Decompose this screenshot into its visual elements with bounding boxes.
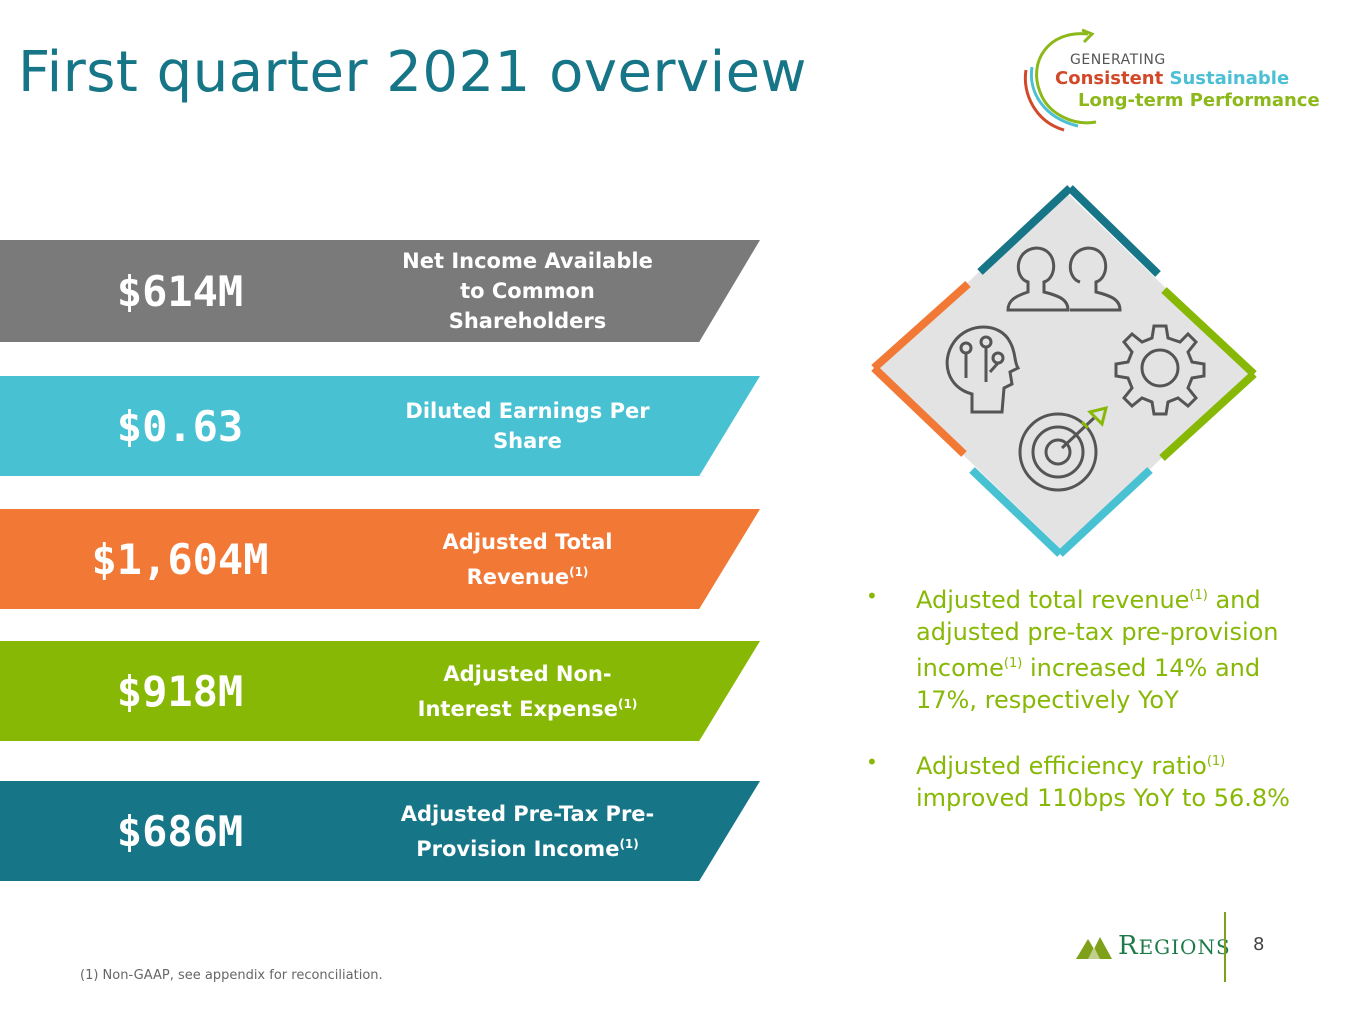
tagline-sustainable: Sustainable bbox=[1169, 68, 1290, 89]
metric-band-total-revenue: $1,604M Adjusted Total Revenue(1) bbox=[0, 509, 760, 609]
diamond-edge-teal bbox=[977, 185, 1073, 275]
tagline-long-term: Long-term Performance bbox=[1078, 90, 1320, 111]
metric-label-line-2: Revenue bbox=[466, 564, 570, 589]
diamond-background bbox=[876, 190, 1252, 552]
list-item: • Adjusted total revenue(1) and adjusted… bbox=[866, 580, 1306, 716]
diamond-edge-orange-2 bbox=[871, 365, 967, 457]
diamond-edge-green bbox=[1161, 287, 1257, 377]
metric-value: $918M bbox=[116, 666, 244, 716]
metric-label-line-2: Interest Expense bbox=[417, 696, 619, 721]
bullet-text: and adjusted pre-tax pre-provision incom… bbox=[916, 586, 1279, 682]
logo-divider bbox=[1224, 912, 1226, 982]
people-icon bbox=[1006, 246, 1122, 312]
wordmark-initial: R bbox=[1118, 931, 1139, 961]
metric-band-non-interest-expense: $918M Adjusted Non- Interest Expense(1) bbox=[0, 641, 760, 741]
metric-band-net-income: $614M Net Income Available to Common Sha… bbox=[0, 240, 760, 342]
metric-label-line-1: Adjusted Non- bbox=[443, 661, 612, 686]
metric-label: Net Income Available to Common Sharehold… bbox=[402, 249, 653, 333]
tagline-generating: GENERATING bbox=[1070, 52, 1166, 68]
footnote-ref: (1) bbox=[1003, 656, 1023, 671]
gear-icon bbox=[1114, 324, 1206, 416]
footnote-ref: (1) bbox=[569, 564, 589, 579]
footnote: (1) Non-GAAP, see appendix for reconcili… bbox=[80, 968, 383, 983]
diamond-edge-orange bbox=[871, 281, 971, 371]
metric-label: Adjusted Non- Interest Expense(1) bbox=[390, 641, 665, 741]
metric-band-pre-provision-income: $686M Adjusted Pre-Tax Pre- Provision In… bbox=[0, 781, 760, 881]
wordmark-rest: EGIONS bbox=[1138, 935, 1231, 959]
tagline-logo: GENERATING Consistent Sustainable Long-t… bbox=[1018, 22, 1328, 132]
target-icon bbox=[1018, 405, 1109, 492]
regions-logo: REGIONS bbox=[1076, 928, 1231, 964]
regions-pyramid-icon bbox=[1076, 937, 1112, 959]
highlights-list: • Adjusted total revenue(1) and adjusted… bbox=[866, 580, 1306, 844]
metric-value: $0.63 bbox=[116, 401, 244, 451]
tagline-line-2: Consistent Sustainable bbox=[1055, 68, 1289, 89]
brain-icon bbox=[945, 325, 1021, 414]
footnote-ref: (1) bbox=[618, 696, 638, 711]
bullet-text: increased 14% and 17%, respectively YoY bbox=[916, 654, 1261, 714]
metric-value: $1,604M bbox=[91, 534, 269, 584]
metric-label-line-1: Adjusted Pre-Tax Pre- bbox=[400, 801, 655, 826]
page-title: First quarter 2021 overview bbox=[18, 40, 807, 105]
swirl-arrow-icon bbox=[1023, 28, 1097, 132]
bullet-text: Adjusted efficiency ratio bbox=[916, 752, 1207, 780]
list-item: • Adjusted efficiency ratio(1) improved … bbox=[866, 746, 1306, 814]
metric-value: $686M bbox=[116, 806, 244, 856]
bullet-text: improved 110bps YoY to 56.8% bbox=[916, 784, 1290, 812]
diamond-edge-cyan bbox=[969, 467, 1063, 557]
metric-value: $614M bbox=[116, 266, 244, 316]
tagline-consistent: Consistent bbox=[1055, 68, 1164, 89]
footnote-ref: (1) bbox=[1189, 588, 1208, 603]
strategy-diamond-graphic bbox=[871, 185, 1257, 557]
metric-label-line-2: Provision Income bbox=[416, 836, 620, 861]
metric-band-eps: $0.63 Diluted Earnings Per Share bbox=[0, 376, 760, 476]
diamond-edge-cyan-2 bbox=[1057, 467, 1153, 557]
metric-label-line-1: Adjusted Total bbox=[442, 529, 613, 554]
bullet-dot: • bbox=[866, 584, 878, 608]
diamond-edge-teal-2 bbox=[1067, 185, 1161, 277]
metric-label: Adjusted Total Revenue(1) bbox=[390, 509, 665, 609]
footnote-ref: (1) bbox=[619, 836, 639, 851]
bullet-dot: • bbox=[866, 750, 878, 774]
regions-wordmark: REGIONS bbox=[1118, 931, 1231, 961]
footnote-ref: (1) bbox=[1206, 754, 1226, 769]
page-number: 8 bbox=[1253, 934, 1265, 955]
bullet-text: Adjusted total revenue bbox=[916, 586, 1190, 614]
diamond-edge-green-2 bbox=[1159, 371, 1257, 461]
metric-label: Diluted Earnings Per Share bbox=[405, 399, 650, 453]
metric-label: Adjusted Pre-Tax Pre- Provision Income(1… bbox=[390, 781, 665, 881]
